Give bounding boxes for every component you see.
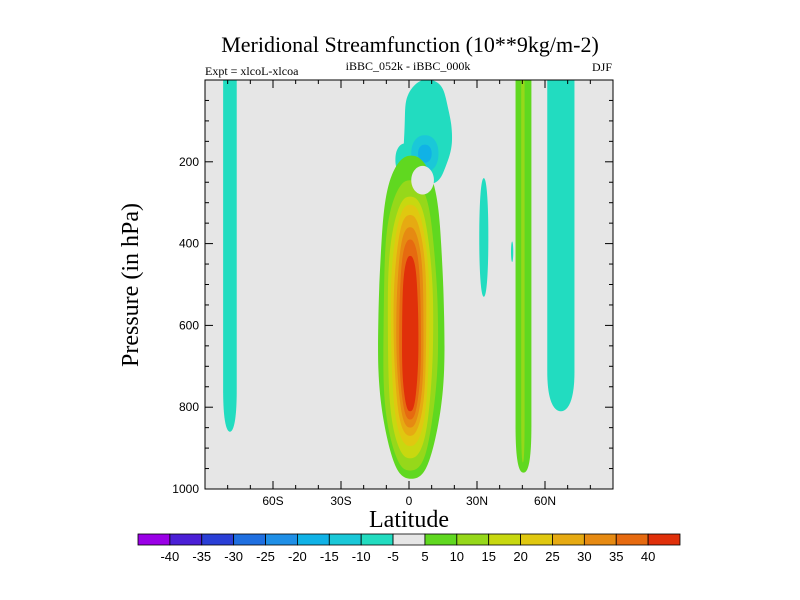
colorbar-swatch: [392, 533, 426, 546]
colorbar-label: 35: [609, 549, 623, 564]
x-tick-label: 0: [406, 494, 413, 508]
contour-fill: [418, 144, 432, 163]
contour-fill: [223, 80, 237, 432]
colorbar-label: 30: [577, 549, 591, 564]
colorbar-label: 40: [641, 549, 655, 564]
colorbar-swatch: [201, 533, 235, 546]
colorbar-swatch: [233, 533, 266, 546]
y-tick-label: 400: [179, 237, 199, 251]
x-axis-label: Latitude: [369, 507, 449, 533]
colorbar-swatch: [169, 533, 203, 546]
x-tick-label: 60N: [534, 494, 556, 508]
colorbar-label: 25: [545, 549, 559, 564]
contour-fill: [521, 80, 525, 463]
colorbar-swatch: [360, 533, 394, 546]
colorbar-label: 15: [481, 549, 495, 564]
colorbar-label: -5: [387, 549, 399, 564]
y-axis-label: Pressure (in hPa): [118, 203, 144, 367]
axis-ticks: 60S 30S 0 30N 60N 200 400 600 800 1000: [172, 80, 613, 508]
colorbar-label: -15: [320, 549, 339, 564]
colorbar-label: -40: [160, 549, 179, 564]
y-tick-label: 1000: [172, 482, 199, 496]
colorbar-label: -20: [288, 549, 307, 564]
colorbar-label: -25: [256, 549, 275, 564]
colorbar-swatch: [456, 533, 490, 546]
contour-fill: [547, 80, 575, 412]
experiment-subtitle: Expt = xlcoL-xlcoa: [205, 64, 299, 78]
colorbar-label: -35: [192, 549, 211, 564]
colorbar-swatch: [488, 533, 521, 546]
colorbar-label: -30: [224, 549, 243, 564]
season-subtitle: DJF: [592, 60, 612, 74]
colorbar-label: 10: [450, 549, 464, 564]
colorbar-swatch: [615, 533, 649, 546]
difference-subtitle: iBBC_052k - iBBC_000k: [346, 59, 471, 73]
contour-fill: [411, 165, 434, 195]
contour-fill: [511, 241, 514, 263]
plot-area: 60S 30S 0 30N 60N 200 400 600 800 1000: [172, 79, 614, 508]
x-tick-label: 30S: [330, 494, 351, 508]
colorbar-swatch: [328, 533, 362, 546]
colorbar-swatch: [297, 533, 330, 546]
x-tick-label: 30N: [466, 494, 488, 508]
colorbar-swatch: [520, 533, 553, 546]
contour-fill: [402, 255, 419, 412]
y-tick-label: 200: [179, 155, 199, 169]
contour-fill: [479, 178, 489, 297]
colorbar-swatch: [583, 533, 617, 546]
colorbar-label: -10: [352, 549, 371, 564]
chart-title: Meridional Streamfunction (10**9kg/m-2): [221, 32, 599, 57]
colorbar-swatch: [137, 533, 171, 546]
y-tick-label: 600: [179, 318, 199, 332]
colorbar-swatch: [552, 533, 585, 546]
colorbar-swatch: [424, 533, 458, 546]
colorbar-swatch: [647, 533, 681, 546]
x-tick-label: 60S: [262, 494, 283, 508]
colorbar-swatch: [265, 533, 298, 546]
y-tick-label: 800: [179, 400, 199, 414]
colorbar-label: 20: [513, 549, 527, 564]
colorbar: -40 -35 -30 -25 -20 -15 -10 -5 5 10 15 20 25 30 35 40: [137, 533, 681, 564]
colorbar-label: 5: [421, 549, 428, 564]
contour-fills: [223, 79, 575, 479]
